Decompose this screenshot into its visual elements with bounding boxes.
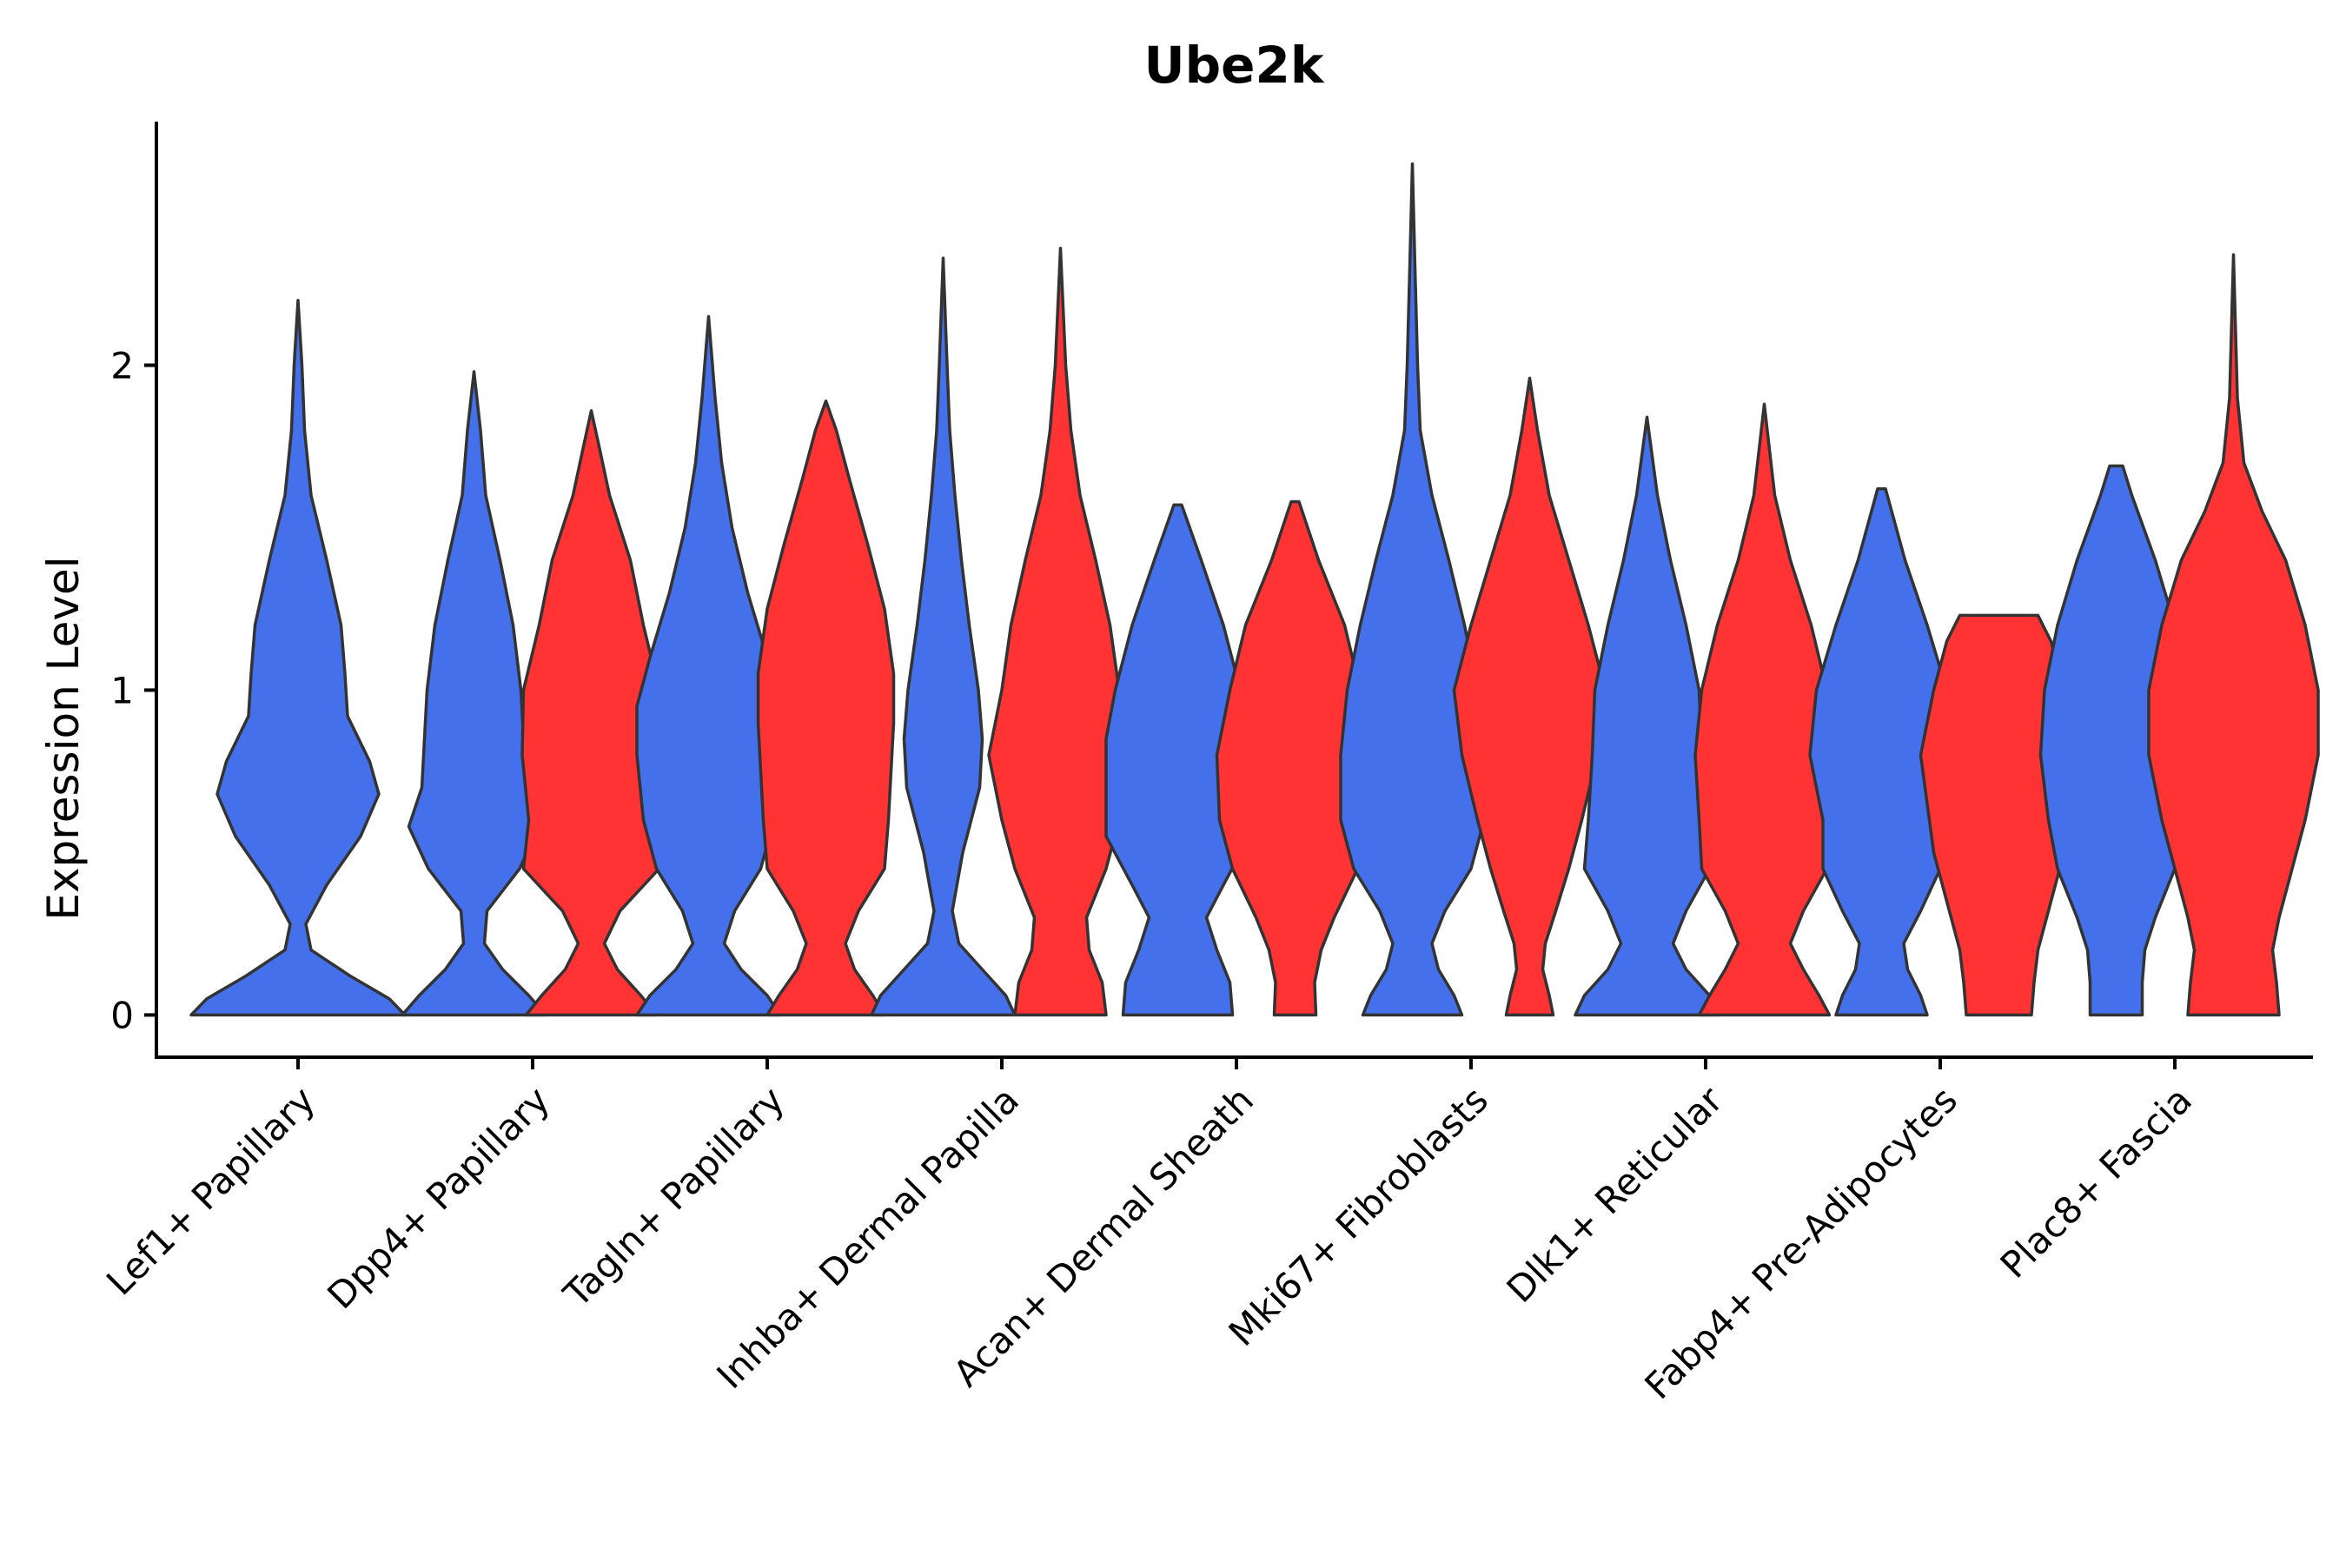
violin-4-blue (870, 256, 1017, 1017)
x-tick-label: Dlk1+ Reticular (1499, 1078, 1732, 1311)
axes (155, 122, 2313, 1059)
x-tick-label: Plac8+ Fascia (1992, 1078, 2200, 1286)
violin-2-red (520, 409, 662, 1017)
violin-8-blue (1808, 486, 1955, 1017)
violin-2-blue (401, 370, 547, 1017)
y-tick-label: 2 (110, 344, 134, 387)
violin-5-blue (1104, 503, 1251, 1017)
violin-7-blue (1574, 415, 1720, 1017)
x-tick-label: Mki67+ Fibroblasts (1221, 1078, 1496, 1353)
violin-4-red (987, 247, 1134, 1017)
violin-3-blue (635, 314, 782, 1017)
violin-group (189, 162, 2320, 1017)
chart-title: Ube2k (1144, 36, 1325, 95)
violin-6-red (1452, 376, 1607, 1017)
violin-8-red (1919, 613, 2079, 1017)
y-tick-label: 0 (110, 994, 134, 1036)
violin-6-blue (1339, 162, 1486, 1017)
y-axis-label: Expression Level (38, 556, 89, 920)
violin-5-red (1215, 500, 1375, 1017)
x-tick-label: Dpp4+ Papillary (319, 1078, 558, 1317)
y-tick-label: 1 (110, 669, 134, 711)
x-tick-label: Lef1+ Papillary (98, 1078, 323, 1303)
violin-7-red (1693, 402, 1835, 1017)
y-ticks: 0 1 2 (110, 344, 156, 1036)
violin-1-blue (189, 298, 407, 1017)
x-tick-label: Tagln+ Papillary (555, 1078, 792, 1315)
violin-9-red (2147, 253, 2320, 1017)
violin-3-red (756, 399, 896, 1017)
